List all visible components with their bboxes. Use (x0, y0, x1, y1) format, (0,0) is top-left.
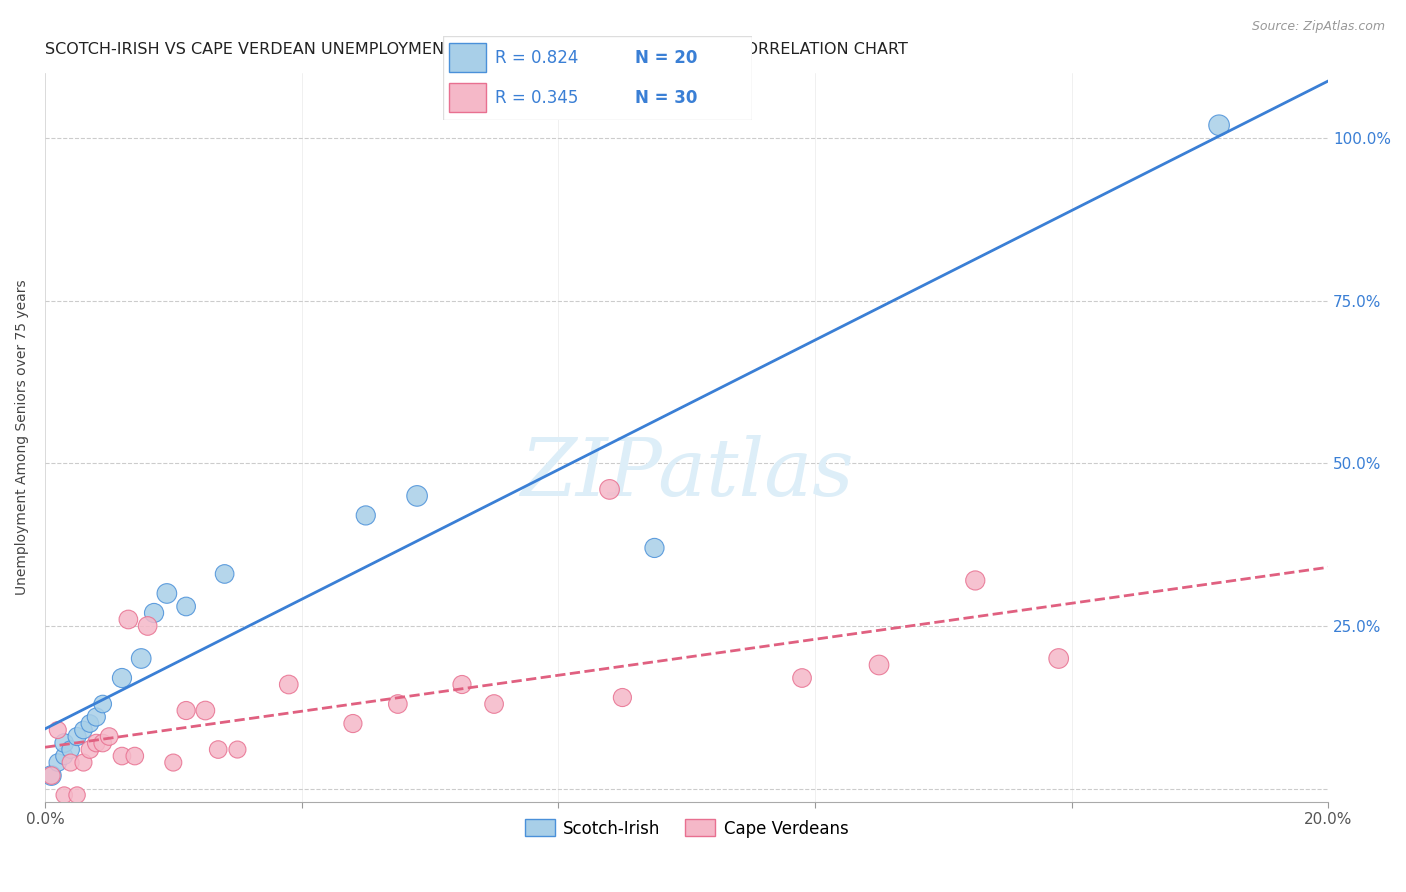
Point (277, 677, 299, 691)
Point (790, 671, 813, 685)
Point (72, 723, 94, 737)
Bar (449, 83, 486, 112)
Point (451, 677, 474, 691)
Point (53, 788, 76, 802)
Point (965, 574, 987, 588)
Point (643, 541, 665, 555)
Point (41, 768, 63, 782)
Point (174, 704, 197, 718)
Point (406, 489, 429, 503)
Point (1208, 118, 1230, 132)
Text: N = 20: N = 20 (634, 49, 697, 67)
Y-axis label: Unemployment Among Seniors over 75 years: Unemployment Among Seniors over 75 years (15, 279, 30, 595)
Point (46, 723, 69, 737)
Point (66, 788, 89, 802)
Point (342, 716, 364, 731)
FancyBboxPatch shape (443, 36, 752, 120)
Point (143, 606, 166, 620)
Point (84, 736, 107, 750)
Point (53, 749, 76, 764)
Point (46, 756, 69, 770)
Point (124, 749, 146, 764)
Point (136, 619, 159, 633)
Point (387, 697, 409, 711)
Text: ZIPatlas: ZIPatlas (520, 435, 853, 513)
Point (156, 586, 179, 600)
Point (91, 736, 114, 750)
Text: SCOTCH-IRISH VS CAPE VERDEAN UNEMPLOYMENT AMONG SENIORS OVER 75 YEARS CORRELATIO: SCOTCH-IRISH VS CAPE VERDEAN UNEMPLOYMEN… (45, 42, 908, 57)
Text: N = 30: N = 30 (634, 88, 697, 106)
Point (111, 671, 134, 685)
Text: Source: ZipAtlas.com: Source: ZipAtlas.com (1251, 20, 1385, 33)
Bar (449, 44, 486, 72)
Point (207, 742, 229, 756)
Point (599, 483, 621, 497)
Point (66, 730, 89, 744)
Legend: Scotch-Irish, Cape Verdeans: Scotch-Irish, Cape Verdeans (517, 813, 855, 844)
Point (59, 756, 82, 770)
Text: R = 0.345: R = 0.345 (495, 88, 579, 106)
Point (129, 651, 152, 665)
Point (117, 612, 139, 626)
Point (1047, 651, 1070, 665)
Point (194, 704, 217, 718)
Point (79, 716, 101, 731)
Point (72, 756, 94, 770)
Point (214, 566, 236, 581)
Point (482, 697, 505, 711)
Point (41, 768, 63, 782)
Point (174, 599, 197, 614)
Point (91, 697, 114, 711)
Point (84, 710, 107, 724)
Point (98, 730, 121, 744)
Point (868, 658, 890, 673)
Point (354, 508, 377, 523)
Text: R = 0.824: R = 0.824 (495, 49, 579, 67)
Point (162, 756, 184, 770)
Point (59, 742, 82, 756)
Point (111, 749, 134, 764)
Point (53, 736, 76, 750)
Point (612, 690, 634, 705)
Point (226, 742, 249, 756)
Point (79, 742, 101, 756)
